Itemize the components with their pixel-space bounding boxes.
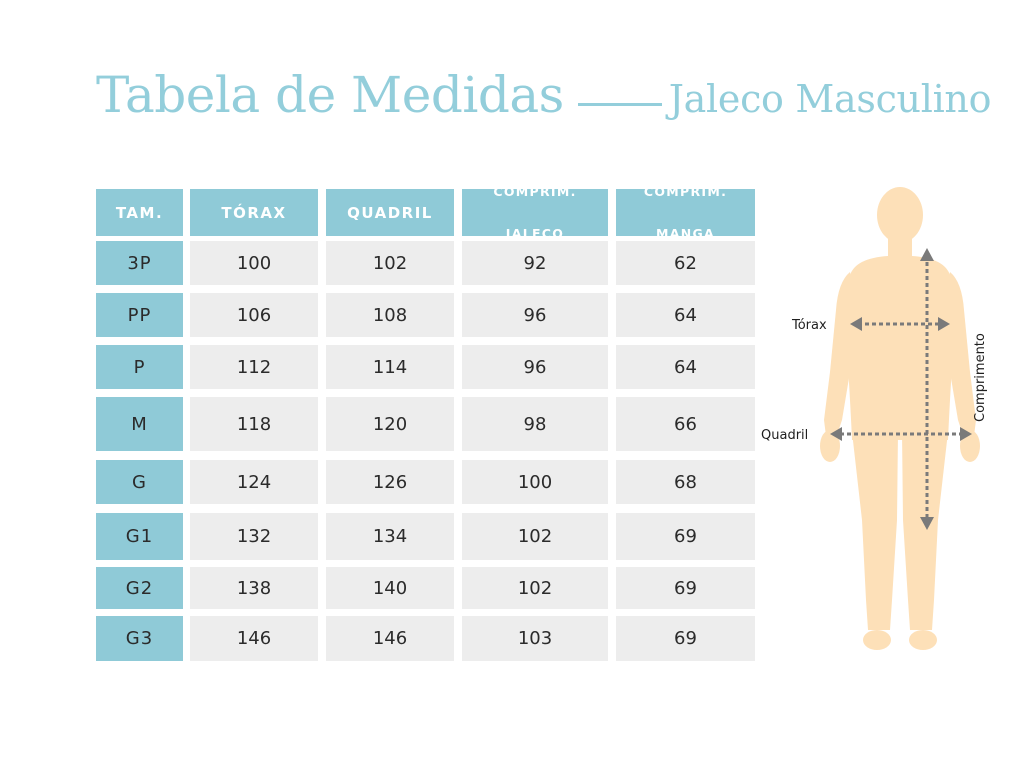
quadril-cell: 134: [326, 513, 454, 560]
quadril-cell: 140: [326, 567, 454, 609]
comprim-jaleco-cell: 96: [462, 293, 608, 337]
size-cell: G1: [96, 513, 183, 560]
comprimento-arrow-down-icon: [920, 517, 934, 530]
comprim-jaleco-cell: 102: [462, 513, 608, 560]
quadril-cell: 102: [326, 241, 454, 285]
comprim-manga-cell: 69: [616, 616, 755, 661]
comprim-manga-cell: 68: [616, 460, 755, 504]
size-cell: G2: [96, 567, 183, 609]
torax-cell: 138: [190, 567, 318, 609]
header-comprim-manga: COMPRIM. MANGA: [616, 184, 755, 241]
size-cell: P: [96, 345, 183, 389]
size-cell: G: [96, 460, 183, 504]
torax-label: Tórax: [791, 318, 827, 333]
comprim-jaleco-cell: 100: [462, 460, 608, 504]
size-cell: PP: [96, 293, 183, 337]
comprim-jaleco-cell: 103: [462, 616, 608, 661]
torax-cell: 118: [190, 397, 318, 451]
comprim-manga-cell: 66: [616, 397, 755, 451]
title-divider: [578, 103, 663, 107]
quadril-arrow-left-icon: [830, 427, 842, 441]
comprim-manga-cell: 62: [616, 241, 755, 285]
comprim-jaleco-cell: 96: [462, 345, 608, 389]
quadril-arrow-right-icon: [960, 427, 972, 441]
header-torax: TÓRAX: [190, 189, 318, 236]
size-cell: 3P: [96, 241, 183, 285]
quadril-cell: 114: [326, 345, 454, 389]
size-cell: M: [96, 397, 183, 451]
measure-lines: [840, 262, 962, 518]
torax-arrow-left-icon: [850, 317, 862, 331]
size-cell: G3: [96, 616, 183, 661]
torax-cell: 100: [190, 241, 318, 285]
title-subtitle: Jaleco Masculino: [668, 77, 992, 121]
arrowheads: [830, 248, 972, 530]
comprimento-arrow-up-icon: [920, 248, 934, 261]
body-silhouette: [820, 187, 980, 650]
header-size: TAM.: [96, 189, 183, 236]
comprimento-label: Comprimento: [973, 333, 988, 422]
quadril-cell: 108: [326, 293, 454, 337]
header-comprim-jaleco: COMPRIM. JALECO: [462, 184, 608, 241]
torax-cell: 124: [190, 460, 318, 504]
quadril-cell: 126: [326, 460, 454, 504]
quadril-cell: 146: [326, 616, 454, 661]
page-title: Tabela de Medidas Jaleco Masculino: [96, 66, 991, 124]
torax-arrow-right-icon: [938, 317, 950, 331]
quadril-cell: 120: [326, 397, 454, 451]
body-figure: Tórax Quadril Comprimento: [761, 187, 988, 650]
torax-cell: 146: [190, 616, 318, 661]
comprim-manga-cell: 69: [616, 567, 755, 609]
torax-cell: 106: [190, 293, 318, 337]
comprim-jaleco-cell: 98: [462, 397, 608, 451]
comprim-jaleco-cell: 102: [462, 567, 608, 609]
comprim-manga-cell: 64: [616, 293, 755, 337]
header-quadril: QUADRIL: [326, 189, 454, 236]
torax-cell: 132: [190, 513, 318, 560]
comprim-jaleco-cell: 92: [462, 241, 608, 285]
comprim-manga-cell: 69: [616, 513, 755, 560]
comprim-manga-cell: 64: [616, 345, 755, 389]
quadril-label: Quadril: [761, 428, 808, 443]
title-main: Tabela de Medidas: [96, 66, 564, 124]
torax-cell: 112: [190, 345, 318, 389]
